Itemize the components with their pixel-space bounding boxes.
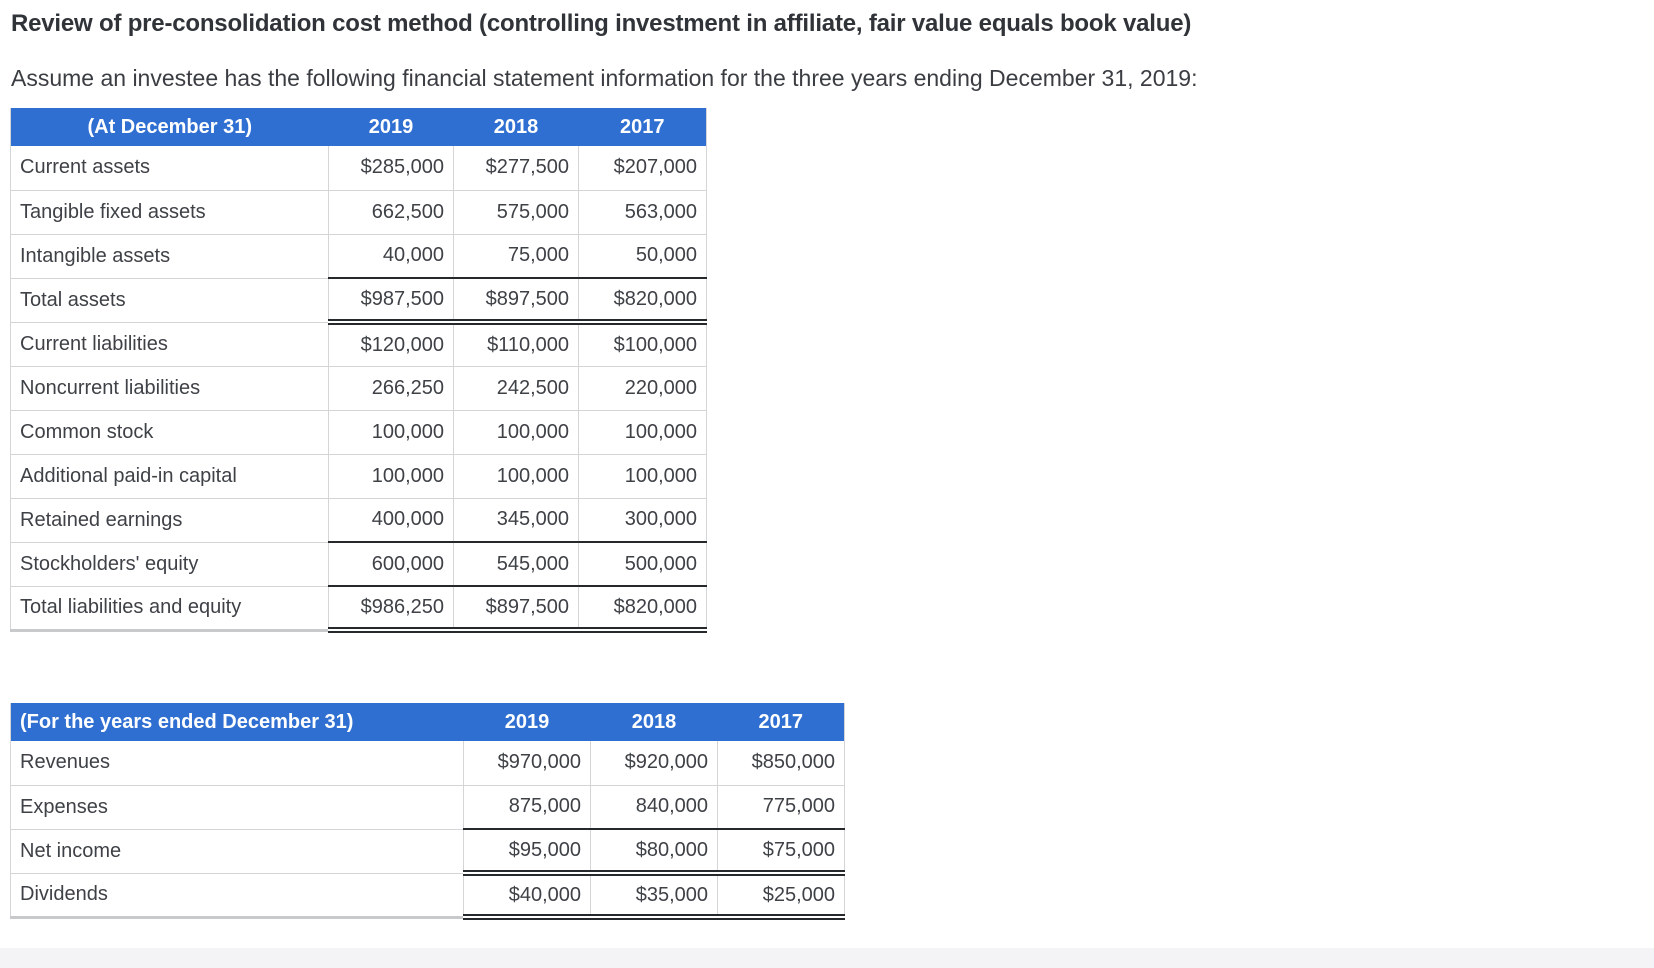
value-cell: 50,000	[578, 234, 707, 279]
value-cell: $75,000	[717, 828, 845, 876]
value-cell: 575,000	[453, 190, 579, 235]
value-cell: $850,000	[717, 741, 845, 786]
value-cell: 75,000	[453, 234, 579, 279]
row-label-cell: Tangible fixed assets	[10, 190, 329, 235]
year-column-header: 2019	[463, 703, 591, 741]
year-column-header: 2019	[328, 108, 454, 146]
value-cell: $40,000	[463, 873, 591, 920]
row-label-cell: Current liabilities	[10, 322, 329, 367]
row-label-cell: Current assets	[10, 146, 329, 191]
year-column-header: 2017	[578, 108, 707, 146]
table-row: Retained earnings 400,000 345,000 300,000	[10, 498, 707, 543]
value-cell: $277,500	[453, 146, 579, 191]
value-cell: $95,000	[463, 828, 591, 876]
value-cell: 220,000	[578, 366, 707, 411]
table-row: Revenues $970,000 $920,000 $850,000	[10, 741, 845, 786]
balance-sheet-table: (At December 31) 2019 2018 2017 Current …	[10, 108, 707, 633]
table-row: Current assets $285,000 $277,500 $207,000	[10, 146, 707, 191]
row-label-cell: Common stock	[10, 410, 329, 455]
table-row: Dividends $40,000 $35,000 $25,000	[10, 873, 845, 920]
row-label-cell: Expenses	[10, 785, 464, 830]
value-cell: $35,000	[590, 873, 718, 920]
table-row: Noncurrent liabilities 266,250 242,500 220,…	[10, 366, 707, 411]
value-cell: $897,500	[453, 277, 579, 325]
value-cell: 875,000	[463, 785, 591, 830]
value-cell: $207,000	[578, 146, 707, 191]
value-cell: 100,000	[578, 454, 707, 499]
value-cell: 242,500	[453, 366, 579, 411]
table-row: Net income $95,000 $80,000 $75,000	[10, 828, 845, 876]
value-cell: $987,500	[328, 277, 454, 325]
value-cell: 100,000	[578, 410, 707, 455]
value-cell: 840,000	[590, 785, 718, 830]
table-row: Current liabilities $120,000 $110,000 $100,…	[10, 322, 707, 367]
row-label-cell: Retained earnings	[10, 498, 329, 543]
table-row: Total assets $987,500 $897,500 $820,000	[10, 277, 707, 325]
value-cell: 100,000	[328, 410, 454, 455]
balance-sheet-header-row: (At December 31) 2019 2018 2017	[10, 108, 707, 146]
income-statement-header-row: (For the years ended December 31) 2019 2…	[10, 703, 845, 741]
table-header-label: (For the years ended December 31)	[10, 703, 464, 741]
value-cell: 563,000	[578, 190, 707, 235]
value-cell: 345,000	[453, 498, 579, 543]
value-cell: $100,000	[578, 322, 707, 367]
row-label-cell: Dividends	[10, 873, 464, 919]
intro-text: Assume an investee has the following fin…	[11, 65, 1198, 91]
value-cell: 100,000	[453, 410, 579, 455]
table-row: Intangible assets 40,000 75,000 50,000	[10, 234, 707, 279]
value-cell: $80,000	[590, 828, 718, 876]
row-label-cell: Total liabilities and equity	[10, 586, 329, 632]
year-column-header: 2018	[453, 108, 579, 146]
value-cell: $986,250	[328, 585, 454, 633]
table-row: Stockholders' equity 600,000 545,000 500,00…	[10, 541, 707, 587]
table-row: Tangible fixed assets 662,500 575,000 563,0…	[10, 190, 707, 235]
value-cell: $120,000	[328, 322, 454, 367]
row-label-cell: Net income	[10, 829, 464, 874]
value-cell: 775,000	[717, 785, 845, 830]
page-title: Review of pre-consolidation cost method …	[11, 10, 1192, 37]
table-row: Total liabilities and equity $986,250 $897…	[10, 585, 707, 633]
value-cell: 500,000	[578, 541, 707, 587]
table-header-label: (At December 31)	[10, 108, 329, 146]
income-statement-table: (For the years ended December 31) 2019 2…	[10, 703, 845, 920]
value-cell: $970,000	[463, 741, 591, 786]
table-row: Expenses 875,000 840,000 775,000	[10, 785, 845, 830]
value-cell: 300,000	[578, 498, 707, 543]
year-column-header: 2018	[590, 703, 718, 741]
row-label-cell: Noncurrent liabilities	[10, 366, 329, 411]
row-label-cell: Intangible assets	[10, 234, 329, 279]
year-column-header: 2017	[717, 703, 845, 741]
row-label-cell: Total assets	[10, 278, 329, 323]
value-cell: $820,000	[578, 277, 707, 325]
value-cell: 400,000	[328, 498, 454, 543]
value-cell: $897,500	[453, 585, 579, 633]
table-row: Common stock 100,000 100,000 100,000	[10, 410, 707, 455]
value-cell: $25,000	[717, 873, 845, 920]
value-cell: $285,000	[328, 146, 454, 191]
value-cell: 40,000	[328, 234, 454, 279]
value-cell: $110,000	[453, 322, 579, 367]
value-cell: 100,000	[328, 454, 454, 499]
table-row: Additional paid-in capital 100,000 100,000…	[10, 454, 707, 499]
value-cell: 545,000	[453, 541, 579, 587]
row-label-cell: Stockholders' equity	[10, 542, 329, 587]
value-cell: 266,250	[328, 366, 454, 411]
row-label-cell: Revenues	[10, 741, 464, 786]
value-cell: $920,000	[590, 741, 718, 786]
row-label-cell: Additional paid-in capital	[10, 454, 329, 499]
page-bottom-strip	[0, 948, 1654, 968]
value-cell: 600,000	[328, 541, 454, 587]
value-cell: $820,000	[578, 585, 707, 633]
value-cell: 100,000	[453, 454, 579, 499]
value-cell: 662,500	[328, 190, 454, 235]
